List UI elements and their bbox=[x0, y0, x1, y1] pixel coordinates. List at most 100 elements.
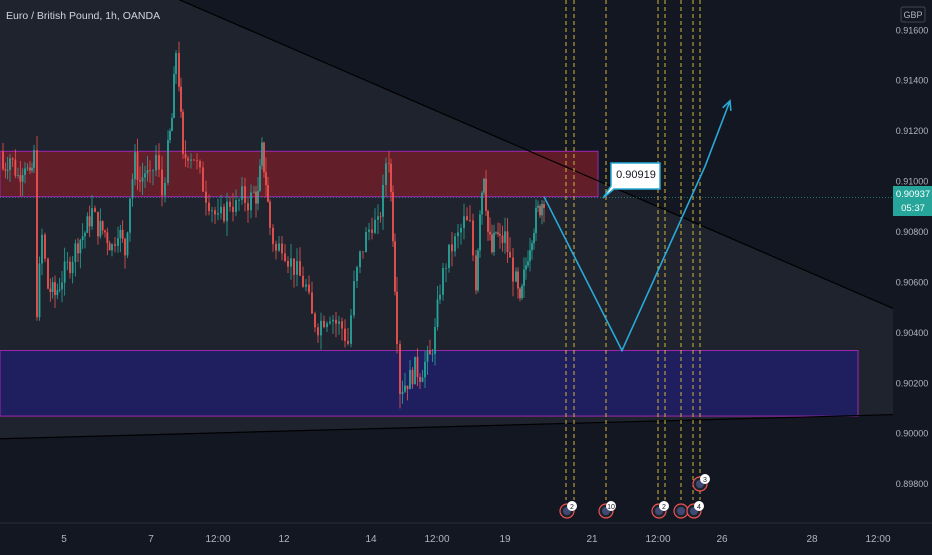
candle-body bbox=[512, 257, 514, 282]
candle-body bbox=[495, 232, 497, 234]
candle-body bbox=[305, 284, 307, 287]
candle-body bbox=[149, 170, 151, 171]
event-badge[interactable] bbox=[673, 503, 689, 519]
candle-body bbox=[406, 385, 409, 390]
support-zone bbox=[0, 350, 859, 417]
candle-body bbox=[506, 231, 509, 252]
event-count-label: 2 bbox=[570, 504, 574, 511]
price-scale[interactable]: GBP 0.916000.914000.912000.910000.908000… bbox=[893, 0, 932, 520]
candle-body bbox=[411, 369, 414, 385]
candle-body bbox=[169, 130, 171, 141]
candle-body bbox=[161, 169, 163, 196]
event-badge[interactable]: 3 bbox=[692, 474, 710, 492]
x-tick-label: 12:00 bbox=[865, 534, 890, 545]
candle-body bbox=[332, 319, 334, 322]
candle-body bbox=[338, 321, 340, 324]
time-scale[interactable]: 5 7 12:00 12 14 12:00 19 21 12:00 26 28 12:00 bbox=[0, 522, 932, 545]
candle-body bbox=[259, 165, 261, 191]
candle-body bbox=[146, 170, 149, 174]
candle-body bbox=[392, 192, 394, 242]
event-count-badge bbox=[694, 501, 704, 511]
candle-body bbox=[223, 206, 225, 222]
candle-body bbox=[353, 281, 355, 316]
candle-body bbox=[77, 243, 79, 254]
candle-body bbox=[250, 192, 252, 211]
candle-body bbox=[63, 261, 66, 283]
candle-body bbox=[499, 233, 501, 236]
candle-body bbox=[344, 328, 346, 341]
candle-body bbox=[472, 220, 474, 256]
x-tick-label: 14 bbox=[365, 534, 377, 545]
candle-body bbox=[535, 207, 537, 234]
candle-body bbox=[329, 321, 331, 324]
candle-body bbox=[396, 291, 398, 345]
candle-body bbox=[182, 111, 184, 154]
event-badge[interactable]: 2 bbox=[651, 501, 669, 519]
candle-body bbox=[460, 228, 462, 233]
candle-body bbox=[481, 192, 483, 215]
candle-body bbox=[141, 177, 144, 182]
candle-body bbox=[275, 243, 277, 251]
currency-badge bbox=[900, 6, 926, 23]
event-badge[interactable]: 2 bbox=[559, 501, 577, 519]
candle-body bbox=[374, 219, 376, 233]
candle-body bbox=[317, 327, 319, 336]
candle-body bbox=[439, 294, 441, 300]
candle-body bbox=[356, 267, 358, 282]
candle-body bbox=[469, 220, 471, 221]
candle-body bbox=[533, 233, 535, 244]
candle-body bbox=[61, 282, 63, 290]
candle-body bbox=[6, 170, 9, 171]
annotation-value: 0.90919 bbox=[616, 169, 656, 181]
candle-body bbox=[479, 214, 481, 251]
candle-body bbox=[199, 160, 201, 168]
price-annotation[interactable]: 0.90919 bbox=[602, 162, 661, 199]
candle-body bbox=[445, 267, 447, 269]
candle-body bbox=[167, 140, 169, 183]
candle-body bbox=[101, 221, 104, 231]
candle-body bbox=[335, 319, 337, 324]
x-tick-label: 21 bbox=[586, 534, 598, 545]
x-tick-labels: 5 7 12:00 12 14 12:00 19 21 12:00 26 28 12:00 bbox=[61, 534, 891, 545]
candle-body bbox=[184, 153, 187, 159]
event-badge[interactable]: 10 bbox=[598, 501, 616, 519]
candle-body bbox=[196, 160, 198, 161]
candle-body bbox=[463, 216, 465, 229]
candle-body bbox=[180, 86, 182, 112]
event-count-badge bbox=[567, 501, 577, 511]
y-tick-labels: 0.91600 0.91400 0.91200 0.91000 0.90800 0.906… bbox=[896, 25, 929, 489]
candle-body bbox=[365, 231, 367, 253]
projection-arrowhead bbox=[722, 99, 732, 111]
candle-body bbox=[94, 208, 96, 212]
event-badge[interactable]: 4 bbox=[686, 501, 704, 519]
candle-body bbox=[429, 350, 431, 355]
candle-body bbox=[99, 221, 102, 237]
candle-body bbox=[434, 327, 436, 354]
x-tick-label: 7 bbox=[148, 534, 154, 545]
candle-body bbox=[509, 251, 511, 258]
candle-body bbox=[404, 385, 406, 392]
candle-body bbox=[124, 238, 126, 256]
candle-body bbox=[33, 150, 35, 168]
candle-body bbox=[525, 265, 527, 270]
candle-body bbox=[385, 163, 387, 185]
y-tick-label: 0.90600 bbox=[896, 277, 929, 287]
candle-body bbox=[426, 350, 429, 362]
candle-body bbox=[523, 269, 525, 286]
candle-body bbox=[69, 261, 71, 274]
plot-area[interactable]: 2 10 2 4 3 bbox=[0, 0, 932, 519]
candle-body bbox=[241, 186, 243, 200]
candle-body bbox=[491, 234, 493, 253]
ascending-trendline bbox=[0, 412, 932, 440]
candle-body bbox=[17, 175, 19, 176]
candle-body bbox=[175, 52, 177, 75]
candle-body bbox=[244, 186, 246, 203]
candle-body bbox=[489, 231, 491, 235]
candle-body bbox=[442, 268, 444, 295]
candle-body bbox=[134, 152, 136, 180]
y-tick-label: 0.90000 bbox=[896, 429, 929, 439]
candle-body bbox=[21, 175, 24, 182]
candle-body bbox=[152, 170, 154, 172]
